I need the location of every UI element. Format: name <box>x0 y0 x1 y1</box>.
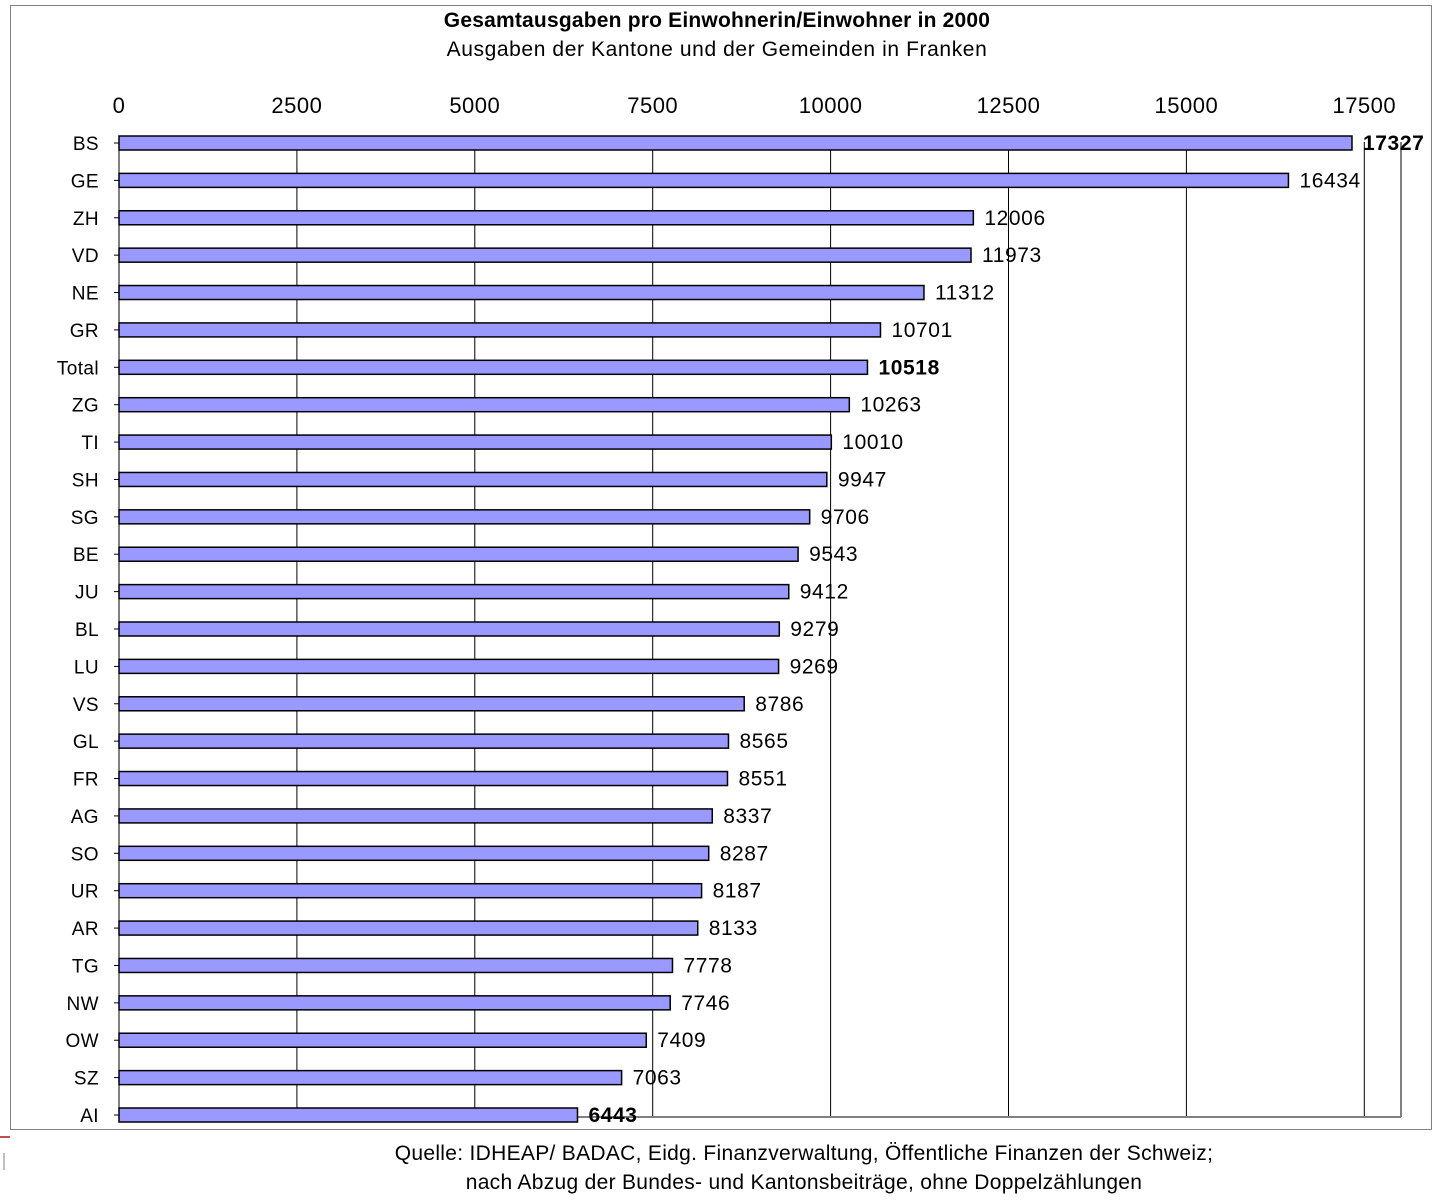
x-tick-label: 7500 <box>627 93 678 118</box>
bar <box>118 696 745 712</box>
value-label: 9279 <box>790 618 839 641</box>
category-label: BE <box>73 545 99 566</box>
value-label: 16434 <box>1299 169 1360 192</box>
value-label: 12006 <box>984 207 1045 230</box>
bar <box>118 1032 647 1048</box>
category-label: VD <box>72 246 99 267</box>
value-label: 11312 <box>935 282 995 305</box>
chart-subtitle: Ausgaben der Kantone und der Gemeinden i… <box>446 38 988 61</box>
category-label: SZ <box>74 1069 99 1090</box>
value-label: 8187 <box>713 880 762 903</box>
value-label: 9947 <box>838 468 887 491</box>
x-tick-label: 0 <box>113 93 126 118</box>
x-tick-label: 2500 <box>271 93 322 118</box>
bar <box>118 322 882 338</box>
category-label: GL <box>73 732 99 753</box>
category-label: AI <box>80 1106 99 1127</box>
bar <box>118 471 828 488</box>
category-label: ZH <box>73 209 99 230</box>
value-label: 9543 <box>809 543 858 566</box>
bar <box>118 995 671 1011</box>
value-label: 8551 <box>738 768 787 791</box>
category-label: NW <box>67 994 99 1015</box>
x-tick-label: 17500 <box>1332 93 1396 118</box>
chart-frame <box>10 5 1432 1130</box>
bar <box>118 920 699 936</box>
bar <box>118 1069 623 1086</box>
value-label: 10518 <box>878 356 939 379</box>
category-label: ZG <box>72 396 99 417</box>
bar <box>118 210 975 226</box>
category-label: SH <box>72 470 99 491</box>
category-label: AG <box>71 807 99 828</box>
bar <box>118 770 729 787</box>
category-label: LU <box>74 657 99 678</box>
bar <box>118 1107 579 1123</box>
category-label: JU <box>75 583 99 604</box>
value-label: 10010 <box>842 431 903 454</box>
category-label: OW <box>65 1031 99 1052</box>
category-label: Total <box>57 358 99 379</box>
category-label: TG <box>72 956 99 977</box>
category-label: AR <box>72 919 99 940</box>
category-label: BS <box>73 134 99 155</box>
value-label: 7063 <box>633 1067 682 1090</box>
category-label: UR <box>71 882 99 903</box>
value-label: 7409 <box>657 1029 706 1052</box>
bar <box>118 284 925 301</box>
chart-title: Gesamtausgaben pro Einwohnerin/Einwohner… <box>443 9 991 32</box>
value-label: 9412 <box>800 581 849 604</box>
bar <box>118 808 714 824</box>
bar <box>118 247 972 263</box>
category-label: TI <box>81 433 99 454</box>
bar <box>118 546 799 562</box>
category-label: FR <box>73 770 99 791</box>
value-label: 10701 <box>891 319 952 342</box>
value-label: 11973 <box>982 244 1042 267</box>
value-label: 17327 <box>1363 132 1424 155</box>
page-edge-mark <box>0 1136 10 1138</box>
x-tick-label: 15000 <box>1155 93 1219 118</box>
value-label: 9269 <box>790 655 839 678</box>
category-label: SO <box>71 844 99 865</box>
source-note-line-2: nach Abzug der Bundes- und Kantonsbeiträ… <box>465 1171 1143 1194</box>
category-label: GE <box>71 171 99 192</box>
value-label: 8133 <box>709 917 758 940</box>
bar <box>118 845 710 862</box>
bar <box>118 957 674 974</box>
value-label: 6443 <box>588 1104 637 1127</box>
category-label: SG <box>71 508 99 529</box>
value-label: 9706 <box>821 506 870 529</box>
x-tick-label: 10000 <box>799 93 863 118</box>
value-label: 8565 <box>739 730 788 753</box>
value-label: 8337 <box>723 805 772 828</box>
bar <box>118 658 780 675</box>
bar <box>118 172 1290 189</box>
bar <box>118 396 851 413</box>
value-label: 7778 <box>683 954 732 977</box>
bar <box>118 733 730 749</box>
source-note-line-1: Quelle: IDHEAP/ BADAC, Eidg. Finanzverwa… <box>394 1142 1214 1165</box>
category-label: NE <box>72 284 99 305</box>
page-edge-mark <box>3 1153 5 1170</box>
bar <box>118 621 781 637</box>
category-label: VS <box>73 695 99 716</box>
value-label: 8786 <box>755 693 804 716</box>
bar <box>118 882 703 899</box>
value-label: 8287 <box>720 842 769 865</box>
value-label: 10263 <box>860 394 921 417</box>
bar <box>118 434 833 450</box>
bar <box>118 135 1353 151</box>
category-label: BL <box>75 620 99 641</box>
bar <box>118 509 811 525</box>
category-label: GR <box>70 321 99 342</box>
value-label: 7746 <box>681 992 730 1015</box>
x-tick-label: 5000 <box>449 93 500 118</box>
bar <box>118 583 790 600</box>
bar <box>118 359 869 376</box>
x-tick-label: 12500 <box>977 93 1041 118</box>
